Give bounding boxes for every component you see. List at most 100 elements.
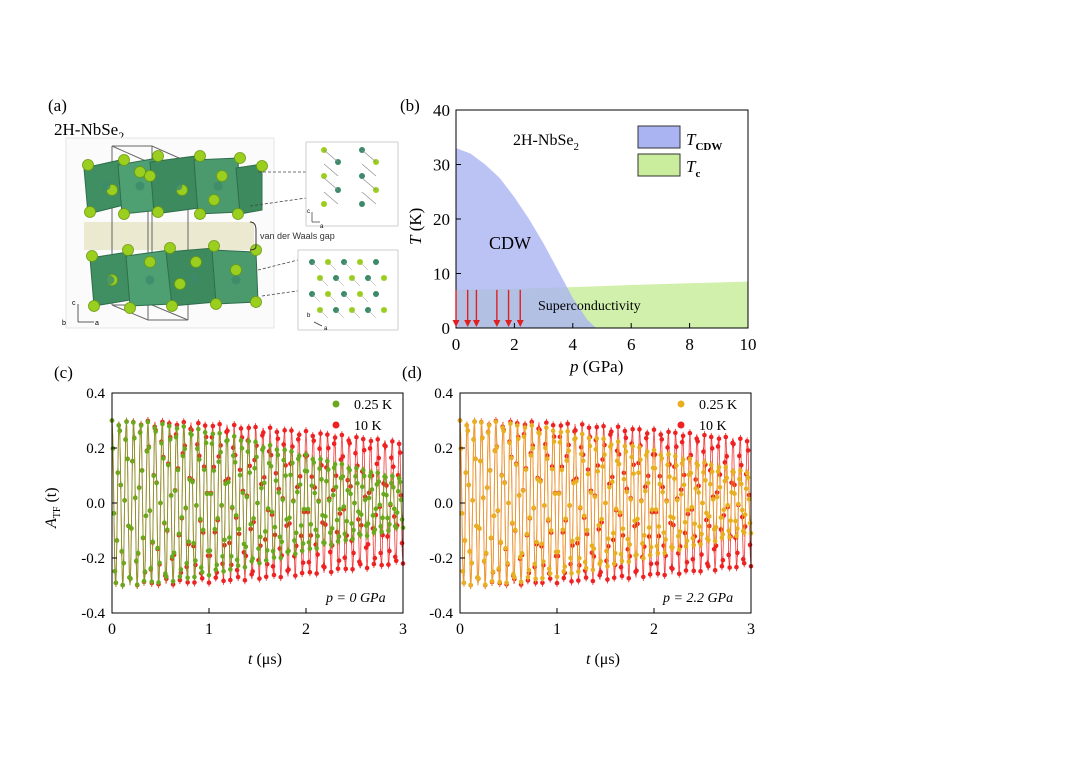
data-point [314,571,319,576]
legend-label-10k: 10 K [699,419,727,434]
data-point [545,456,550,461]
data-point [246,438,252,444]
data-point [622,443,628,449]
data-point [679,461,685,466]
data-point [111,511,117,516]
panel-c-label: (c) [54,363,73,382]
data-point [394,510,400,515]
data-point [613,506,619,512]
data-point [733,518,738,524]
x-tick-label: 2 [510,335,519,354]
data-point [397,450,403,455]
data-point [727,565,732,570]
data-point [472,419,477,425]
data-point [361,473,367,479]
data-point [370,513,376,518]
data-point [140,535,146,540]
data-point [384,492,389,498]
data-point [228,577,233,583]
data-point [349,521,354,526]
data-point [566,448,571,454]
se-atom [190,256,202,268]
se-atom [208,240,220,252]
data-point [537,431,542,437]
data-point [505,560,510,566]
data-point [329,526,335,531]
data-point [347,467,352,473]
panel-b-phase-diagram: (b) 0 2 4 6 8 10 0 10 20 30 40 CDW Superconductivi… [400,96,757,376]
data-point [713,543,719,549]
data-point [294,543,299,549]
data-point [178,567,184,572]
data-point [356,509,361,514]
y-tick-label: 0.2 [86,441,105,457]
inset-bond [323,177,339,191]
data-point [731,469,736,475]
data-point [135,550,141,556]
data-point [712,538,718,544]
data-point [723,434,729,440]
se-atom [84,206,96,218]
data-point [558,429,564,435]
data-point [483,550,489,556]
data-point [682,519,688,525]
data-point [318,456,323,462]
data-point [234,557,240,563]
data-point [358,561,363,567]
panel-c-asymmetry: (c) 0 1 2 3 -0.4 -0.2 0.0 0.2 0.4 0.25 K 10 K p … [43,363,407,668]
data-point [318,431,323,436]
data-point [253,439,258,445]
data-point [218,449,223,455]
data-point [718,527,724,532]
data-point [281,457,286,463]
data-point [365,521,371,526]
inset-atom [373,259,379,265]
y-tick-label: 0.2 [434,441,453,457]
data-point [713,524,719,530]
data-point [128,576,133,581]
data-point [217,431,222,436]
data-point [115,470,121,475]
data-point [567,502,572,508]
data-point [662,572,667,578]
data-point [541,559,546,564]
data-point [683,568,689,573]
data-point [169,554,175,559]
cdw-region [456,148,597,328]
inset-atom [359,173,365,179]
x-tick-label: 1 [553,621,561,638]
data-point [275,452,281,458]
data-point [715,444,721,449]
data-point [373,506,379,512]
inset-bond [361,191,377,205]
data-point [172,488,178,494]
data-point [546,566,552,572]
data-point [230,453,236,458]
data-point [350,536,355,542]
data-point [375,470,381,476]
data-point [353,474,358,479]
data-point [270,548,276,554]
data-point [654,543,660,549]
data-point [112,568,118,574]
data-point [693,486,699,491]
data-point [735,550,740,556]
data-point [697,524,702,529]
se-atom [194,150,206,162]
y-tick-label: 40 [433,101,450,120]
data-point [368,438,374,444]
data-point [495,508,501,513]
data-point [221,578,226,584]
data-point [586,435,592,441]
data-point [545,517,551,522]
data-point [202,423,208,428]
data-point [353,450,358,456]
data-point [347,440,352,446]
data-point [618,551,624,557]
data-point [380,515,385,521]
inset-bond [323,191,339,205]
se-atom [234,152,246,164]
data-point [351,527,356,533]
data-point [477,526,482,531]
data-point [670,545,675,550]
